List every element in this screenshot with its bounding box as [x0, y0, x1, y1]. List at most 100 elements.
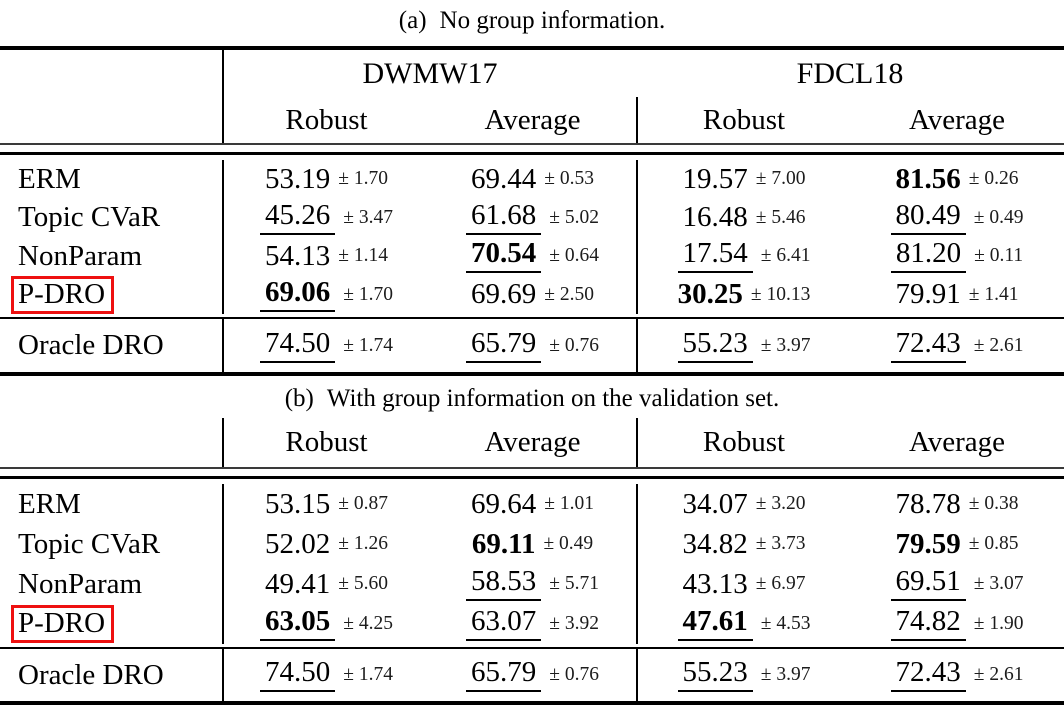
value-cell: 70.54 ± 0.64 — [429, 237, 636, 276]
std-error: ± 0.87 — [338, 493, 388, 514]
value-cell: 69.69 ± 2.50 — [429, 276, 636, 315]
caption-a-text: No group information. — [439, 7, 666, 34]
table-a-group-header-row: DWMW17 FDCL18 — [0, 50, 1064, 97]
table-a-column-header-row: Robust Average Robust Average — [0, 97, 1064, 143]
metric-value: 69.44 — [471, 162, 537, 195]
value-cell: 81.56 ± 0.26 — [850, 160, 1064, 199]
caption-b-text: With group information on the validation… — [326, 385, 780, 412]
group-header-fdcl18: FDCL18 — [796, 56, 904, 90]
table-b-column-header-row: Robust Average Robust Average — [0, 418, 1064, 467]
table-a-oracle-rule — [0, 317, 1064, 319]
metric-value: 79.91 — [895, 278, 961, 311]
metric-value: 81.20 — [890, 239, 967, 274]
group-header-dwmw17: DWMW17 — [222, 50, 636, 97]
column-header-robust: Robust — [222, 97, 429, 143]
std-error: ± 1.41 — [968, 283, 1019, 305]
std-error: ± 1.74 — [343, 664, 393, 685]
table-a-bottom-rule — [0, 372, 1064, 376]
metric-value: 65.79 — [466, 328, 542, 363]
metric-value: 74.82 — [890, 607, 966, 641]
value-cell: 55.23 ± 3.97 — [636, 649, 850, 701]
metric-value: 80.49 — [890, 200, 966, 235]
metric-value: 30.25 — [677, 278, 743, 311]
std-error: ± 1.70 — [343, 283, 393, 305]
std-error: ± 5.02 — [549, 206, 599, 228]
value-cell: 69.64 ± 1.01 — [429, 484, 636, 524]
metric-value: 72.43 — [890, 328, 966, 363]
metric-value: 55.23 — [677, 658, 753, 692]
std-error: ± 0.76 — [549, 664, 599, 685]
value-cell: 58.53 ± 5.71 — [429, 564, 636, 604]
metric-value: 74.50 — [260, 658, 336, 692]
table-a-header-rule — [0, 143, 1064, 155]
std-error: ± 1.26 — [338, 533, 388, 554]
std-error: ± 1.01 — [544, 493, 594, 514]
value-cell: 74.50 ± 1.74 — [222, 319, 429, 372]
column-header-average: Average — [484, 103, 581, 136]
table-b-body: ERM 53.15 ± 0.87 69.64 ± 1.01 34.07 ± 3.20 … — [0, 479, 1064, 644]
metric-value: 49.41 — [265, 567, 331, 600]
table-a-oracle-row: Oracle DRO 74.50 ± 1.74 65.79 ± 0.76 55.23… — [0, 319, 1064, 372]
std-error: ± 1.90 — [973, 613, 1024, 634]
std-error: ± 1.74 — [343, 334, 393, 356]
value-cell: 54.13 ± 1.14 — [222, 237, 429, 276]
value-cell: 53.15 ± 0.87 — [222, 484, 429, 524]
column-header-robust: Robust — [636, 97, 850, 143]
value-cell: 43.13 ± 6.97 — [636, 564, 850, 604]
metric-value: 78.78 — [895, 487, 961, 520]
method-label-erm: ERM — [18, 162, 81, 195]
std-error: ± 0.76 — [549, 334, 599, 356]
method-label-p-dro: P-DRO — [0, 275, 222, 315]
table-b-bottom-rule — [0, 701, 1064, 705]
metric-value: 34.82 — [682, 527, 748, 560]
table-b-oracle-row: Oracle DRO 74.50 ± 1.74 65.79 ± 0.76 55.23… — [0, 649, 1064, 701]
column-header-average: Average — [484, 426, 581, 458]
std-error: ± 3.92 — [549, 613, 599, 634]
caption-b-tag: (b) — [284, 385, 314, 412]
method-label-oracle-dro: Oracle DRO — [18, 329, 164, 361]
value-cell: 19.57 ± 7.00 — [636, 160, 850, 199]
p-dro-highlight-box: P-DRO — [11, 275, 115, 314]
metric-value: 47.61 — [677, 607, 753, 641]
std-error: ± 5.46 — [755, 206, 806, 228]
metric-value: 81.56 — [895, 162, 961, 195]
std-error: ± 4.53 — [760, 613, 811, 634]
std-error: ± 2.61 — [973, 664, 1024, 685]
metric-value: 52.02 — [265, 527, 331, 560]
value-cell: 47.61 ± 4.53 — [636, 604, 850, 644]
value-cell: 34.07 ± 3.20 — [636, 484, 850, 524]
method-label-topic-cvar: Topic CVaR — [18, 527, 161, 560]
value-cell: 78.78 ± 0.38 — [850, 484, 1064, 524]
metric-value: 43.13 — [682, 567, 748, 600]
value-cell: 81.20 ± 0.11 — [850, 237, 1064, 276]
std-error: ± 0.38 — [968, 493, 1019, 514]
value-cell: 34.82 ± 3.73 — [636, 524, 850, 564]
value-cell: 79.59 ± 0.85 — [850, 524, 1064, 564]
std-error: ± 3.97 — [760, 664, 811, 685]
std-error: ± 0.49 — [543, 533, 594, 554]
metric-value: 53.15 — [265, 487, 331, 520]
table-a-body: ERM 53.19 ± 1.70 69.44 ± 0.53 19.57 ± 7.00 … — [0, 155, 1064, 314]
column-header-average: Average — [908, 103, 1006, 136]
metric-value: 58.53 — [466, 567, 542, 601]
value-cell: 69.44 ± 0.53 — [429, 160, 636, 199]
metric-value: 45.26 — [260, 200, 336, 235]
std-error: ± 4.25 — [343, 613, 393, 634]
std-error: ± 1.70 — [338, 168, 388, 190]
caption-table-a: (a) No group information. — [0, 0, 1064, 46]
metric-value: 63.07 — [466, 607, 542, 641]
value-cell: 79.91 ± 1.41 — [850, 276, 1064, 315]
metric-value: 69.64 — [471, 487, 537, 520]
empty-corner-cell — [0, 418, 222, 467]
metric-value: 69.11 — [471, 527, 536, 560]
value-cell: 74.50 ± 1.74 — [222, 649, 429, 701]
value-cell: 17.54 ± 6.41 — [636, 237, 850, 276]
metric-value: 16.48 — [682, 201, 748, 234]
column-header-average: Average — [908, 426, 1006, 458]
metric-value: 65.79 — [466, 658, 542, 692]
value-cell: 80.49 ± 0.49 — [850, 199, 1064, 238]
value-cell: 63.05 ± 4.25 — [222, 604, 429, 644]
value-cell: 61.68 ± 5.02 — [429, 199, 636, 238]
std-error: ± 10.13 — [750, 283, 811, 305]
